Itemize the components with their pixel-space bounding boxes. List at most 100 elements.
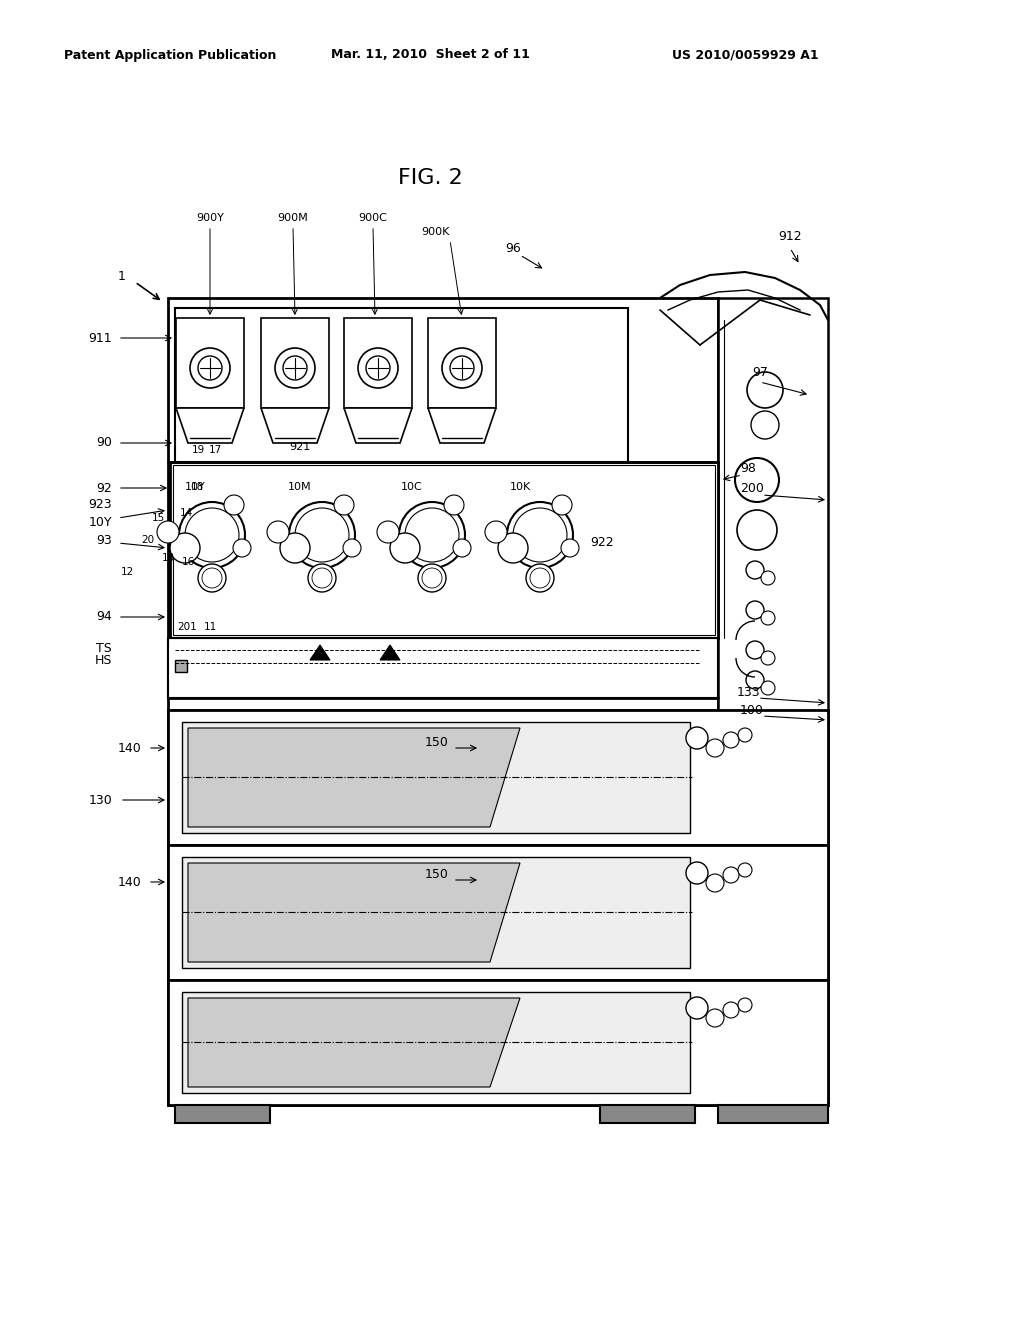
Bar: [600, 1105, 695, 1123]
Circle shape: [377, 521, 399, 543]
Text: 921: 921: [290, 442, 310, 451]
Text: 912: 912: [778, 231, 802, 243]
Text: 10K: 10K: [509, 482, 530, 492]
Bar: [344, 318, 412, 408]
Circle shape: [485, 521, 507, 543]
Circle shape: [746, 671, 764, 689]
Text: FIG. 2: FIG. 2: [397, 168, 463, 187]
Circle shape: [746, 561, 764, 579]
Text: Patent Application Publication: Patent Application Publication: [63, 49, 276, 62]
Circle shape: [358, 348, 398, 388]
Bar: [718, 298, 828, 1105]
Circle shape: [366, 356, 390, 380]
Text: 11: 11: [204, 622, 217, 632]
Text: 900M: 900M: [278, 213, 308, 223]
Circle shape: [444, 495, 464, 515]
Text: 93: 93: [96, 533, 112, 546]
Polygon shape: [188, 863, 520, 962]
Text: 16: 16: [181, 557, 195, 568]
Text: 96: 96: [505, 242, 521, 255]
Circle shape: [267, 521, 289, 543]
Bar: [168, 298, 718, 1105]
Text: 92: 92: [96, 482, 112, 495]
Circle shape: [334, 495, 354, 515]
Polygon shape: [176, 408, 244, 444]
Text: 1: 1: [118, 271, 126, 284]
Circle shape: [179, 502, 245, 568]
Text: 20: 20: [141, 535, 155, 545]
Text: 150: 150: [425, 869, 449, 882]
Bar: [168, 638, 718, 698]
Circle shape: [706, 874, 724, 892]
Text: 140: 140: [118, 875, 142, 888]
Text: HS: HS: [94, 653, 112, 667]
Bar: [718, 1105, 828, 1123]
Text: 15: 15: [152, 513, 165, 523]
Text: TS: TS: [96, 642, 112, 655]
Text: 100: 100: [740, 704, 764, 717]
Circle shape: [233, 539, 251, 557]
Circle shape: [738, 729, 752, 742]
Text: 97: 97: [752, 367, 768, 380]
Circle shape: [738, 863, 752, 876]
Text: 140: 140: [118, 742, 142, 755]
Circle shape: [761, 611, 775, 624]
Circle shape: [761, 572, 775, 585]
Circle shape: [450, 356, 474, 380]
Text: 18: 18: [190, 482, 204, 492]
Text: 10C: 10C: [401, 482, 423, 492]
Text: 10M: 10M: [288, 482, 312, 492]
Text: 13: 13: [162, 553, 175, 564]
Text: 17: 17: [208, 445, 221, 455]
Circle shape: [289, 502, 355, 568]
Text: 10Y: 10Y: [88, 516, 112, 528]
Bar: [173, 465, 715, 635]
Circle shape: [738, 998, 752, 1012]
Text: 200: 200: [740, 482, 764, 495]
Circle shape: [498, 533, 528, 564]
Bar: [168, 710, 828, 845]
Text: 900C: 900C: [358, 213, 387, 223]
Circle shape: [308, 564, 336, 591]
Text: 19: 19: [191, 445, 205, 455]
Bar: [170, 462, 718, 638]
Circle shape: [390, 533, 420, 564]
Circle shape: [418, 564, 446, 591]
Circle shape: [283, 356, 307, 380]
Text: 133: 133: [736, 685, 760, 698]
Circle shape: [706, 1008, 724, 1027]
Circle shape: [157, 521, 179, 543]
Text: 911: 911: [88, 331, 112, 345]
Text: 10Y: 10Y: [184, 482, 206, 492]
Circle shape: [746, 372, 783, 408]
Circle shape: [399, 502, 465, 568]
Polygon shape: [428, 408, 496, 444]
Circle shape: [723, 1002, 739, 1018]
Text: 90: 90: [96, 437, 112, 450]
Text: 14: 14: [179, 508, 193, 517]
Circle shape: [686, 997, 708, 1019]
Circle shape: [526, 564, 554, 591]
Circle shape: [280, 533, 310, 564]
Text: 98: 98: [740, 462, 756, 474]
Circle shape: [198, 564, 226, 591]
Circle shape: [761, 651, 775, 665]
Bar: [428, 318, 496, 408]
Bar: [182, 993, 690, 1093]
Circle shape: [746, 601, 764, 619]
Circle shape: [453, 539, 471, 557]
Circle shape: [190, 348, 230, 388]
Bar: [175, 660, 187, 672]
Text: 94: 94: [96, 610, 112, 623]
Circle shape: [761, 681, 775, 696]
Circle shape: [723, 733, 739, 748]
Bar: [168, 845, 828, 979]
Circle shape: [735, 458, 779, 502]
Bar: [182, 722, 690, 833]
Circle shape: [224, 495, 244, 515]
Circle shape: [442, 348, 482, 388]
Circle shape: [552, 495, 572, 515]
Text: US 2010/0059929 A1: US 2010/0059929 A1: [672, 49, 818, 62]
Text: 900K: 900K: [421, 227, 450, 238]
Circle shape: [686, 862, 708, 884]
